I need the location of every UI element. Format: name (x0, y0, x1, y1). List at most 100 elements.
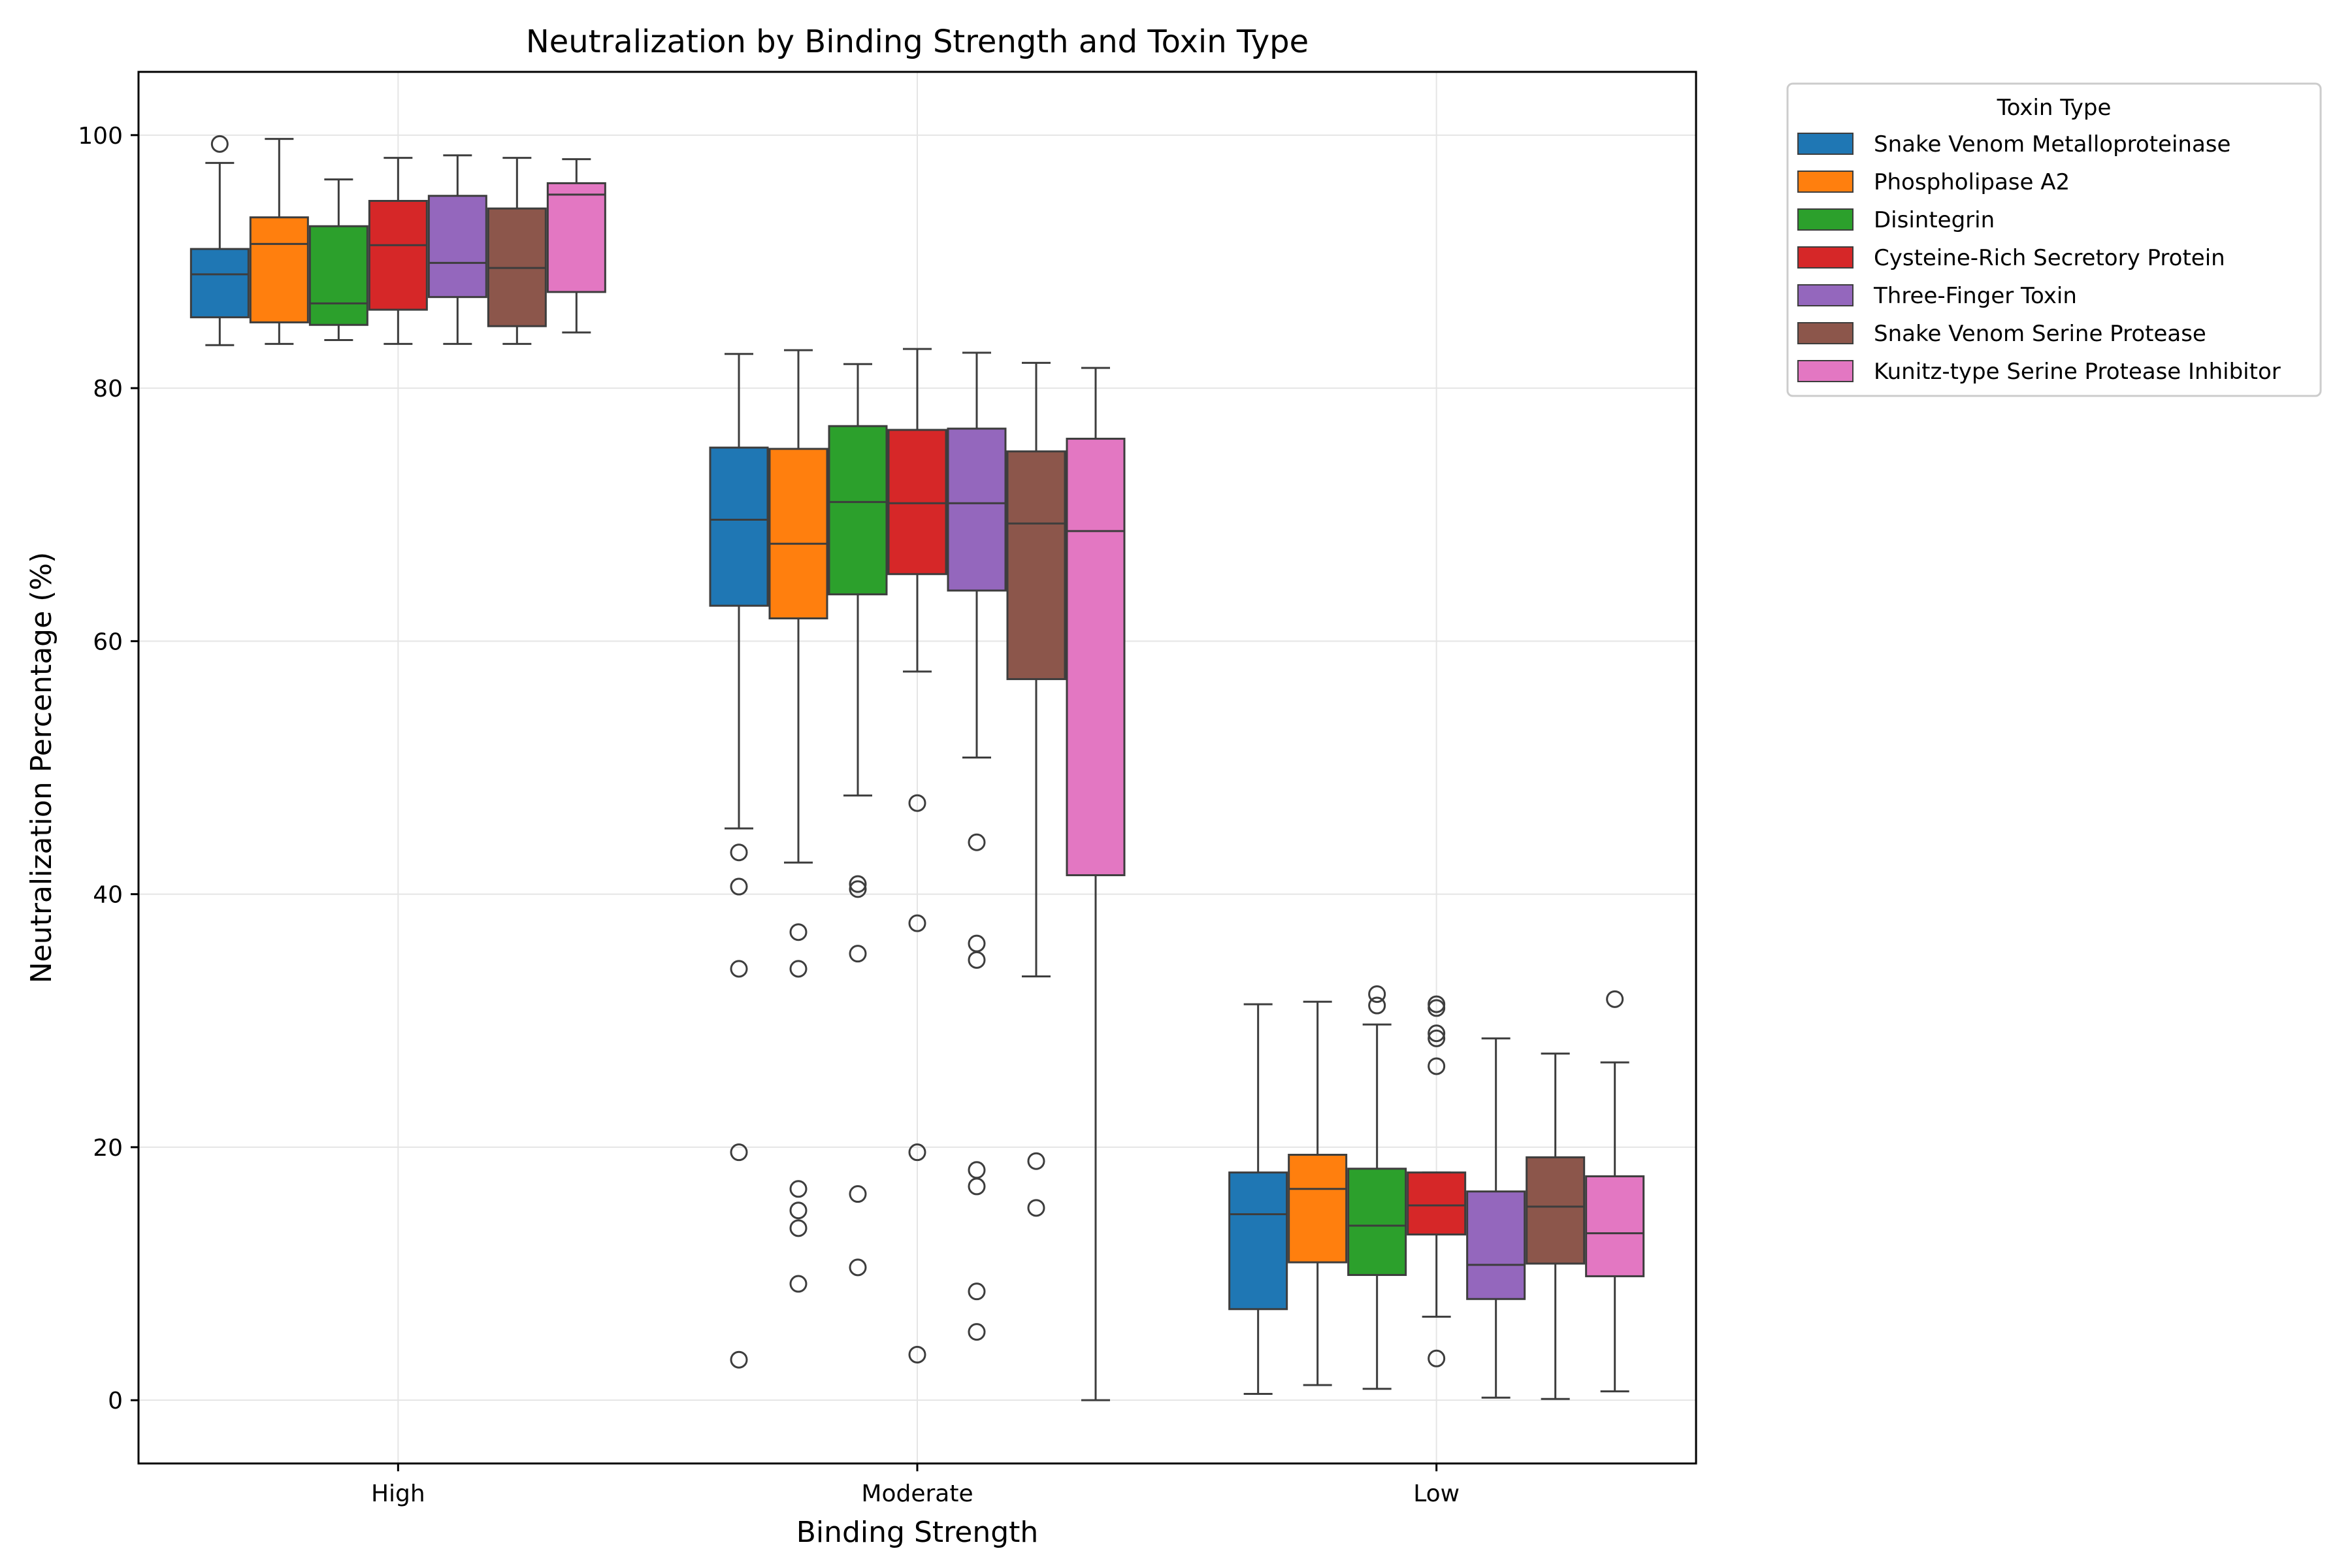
outlier-point (1027, 1152, 1045, 1170)
outlier-point (730, 877, 748, 896)
outlier-point (789, 1180, 808, 1198)
outlier-point (730, 1143, 748, 1162)
box-body (1407, 1171, 1467, 1236)
box-body (308, 225, 368, 326)
y-tick-label: 20 (93, 1135, 123, 1162)
box-2-2 (1347, 985, 1407, 1390)
outlier-point (908, 1143, 926, 1162)
box-body (1347, 1168, 1407, 1276)
outlier-point (1428, 1024, 1446, 1043)
outlier-point (968, 951, 986, 969)
y-tick-label: 0 (108, 1388, 123, 1414)
box-body (1006, 450, 1066, 680)
y-tick-label: 60 (93, 629, 123, 655)
box-4-1 (947, 351, 1007, 1341)
legend-swatch (1797, 360, 1854, 382)
box-body (368, 200, 428, 311)
legend-label: Cysteine-Rich Secretory Protein (1874, 245, 2225, 271)
outlier-point (730, 1350, 748, 1369)
outlier-point (789, 1201, 808, 1220)
legend-swatch (1797, 208, 1854, 231)
outlier-point (968, 1323, 986, 1341)
outlier-point (908, 794, 926, 812)
box-5-2 (1526, 1053, 1586, 1400)
x-axis-label: Binding Strength (796, 1516, 1039, 1549)
box-5-0 (487, 157, 547, 345)
box-body (1066, 438, 1126, 877)
outlier-point (210, 135, 229, 153)
box-body (1526, 1156, 1586, 1265)
outlier-point (789, 960, 808, 978)
box-1-1 (768, 349, 828, 1293)
outlier-point (1606, 990, 1624, 1008)
outlier-point (789, 1275, 808, 1293)
legend: Toxin Type Snake Venom Metalloproteinase… (1786, 82, 2322, 397)
box-0-0 (189, 135, 250, 346)
legend-frame (1786, 82, 2322, 397)
outlier-point (789, 1219, 808, 1237)
outlier-point (1428, 1349, 1446, 1367)
outlier-point (849, 875, 867, 893)
outlier-point (849, 1185, 867, 1203)
y-tick-label: 40 (93, 882, 123, 909)
outlier-point (908, 1345, 926, 1364)
box-body (1228, 1171, 1288, 1311)
box-4-0 (427, 154, 487, 345)
boxes (189, 135, 1645, 1401)
y-axis-label: Neutralization Percentage (%) (25, 552, 58, 984)
axes: 0 20 40 60 80 100 High Moderate Low (78, 123, 1460, 1507)
outlier-point (730, 843, 748, 862)
box-4-2 (1466, 1037, 1526, 1399)
box-6-0 (546, 158, 606, 334)
legend-label: Disintegrin (1874, 207, 1995, 233)
box-3-1 (887, 348, 947, 1364)
outlier-point (730, 960, 748, 978)
box-2-1 (828, 363, 888, 1277)
box-5-1 (1006, 361, 1066, 1217)
legend-swatch (1797, 322, 1854, 344)
box-body (427, 195, 487, 299)
outlier-point (849, 945, 867, 963)
box-body (189, 248, 250, 319)
legend-swatch (1797, 246, 1854, 269)
outlier-point (1428, 1029, 1446, 1047)
legend-swatch (1797, 284, 1854, 306)
box-6-2 (1585, 990, 1645, 1393)
box-body (709, 446, 769, 607)
legend-title: Toxin Type (1997, 95, 2112, 121)
legend-label: Phospholipase A2 (1874, 169, 2070, 195)
outlier-point (968, 934, 986, 953)
box-0-1 (709, 353, 769, 1369)
box-body (947, 427, 1007, 592)
box-body (768, 448, 828, 620)
outlier-point (968, 1177, 986, 1196)
box-1-0 (249, 138, 309, 345)
x-tick-label: Low (1413, 1480, 1460, 1507)
outlier-point (849, 1258, 867, 1277)
box-body (1585, 1175, 1645, 1277)
box-body (546, 182, 606, 293)
outlier-point (1368, 996, 1386, 1015)
outlier-point (968, 833, 986, 851)
outlier-point (1368, 985, 1386, 1004)
box-2-0 (308, 178, 368, 342)
legend-swatch (1797, 171, 1854, 193)
legend-items: Snake Venom Metalloproteinase Phospholipa… (1797, 131, 2281, 385)
outlier-point (968, 1282, 986, 1301)
box-body (1288, 1154, 1348, 1264)
legend-label: Snake Venom Metalloproteinase (1874, 131, 2230, 157)
box-body (887, 429, 947, 576)
box-0-2 (1228, 1003, 1288, 1395)
outlier-point (908, 914, 926, 932)
x-tick-label: High (371, 1480, 425, 1507)
outlier-point (789, 923, 808, 941)
legend-label: Kunitz-type Serine Protease Inhibitor (1874, 359, 2281, 385)
x-tick-label: Moderate (861, 1480, 973, 1507)
legend-swatch (1797, 133, 1854, 155)
box-1-2 (1288, 1000, 1348, 1386)
outlier-point (849, 880, 867, 898)
outlier-point (1428, 1057, 1446, 1075)
box-3-2 (1407, 995, 1467, 1367)
box-body (249, 216, 309, 323)
